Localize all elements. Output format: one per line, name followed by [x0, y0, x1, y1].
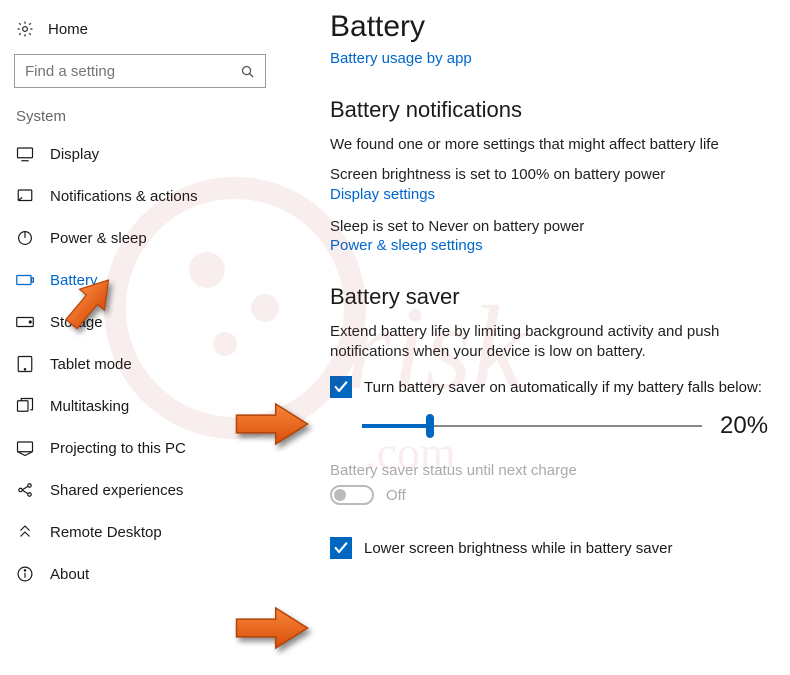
- power-sleep-settings-link[interactable]: Power & sleep settings: [330, 237, 483, 254]
- lower-brightness-checkbox-row[interactable]: Lower screen brightness while in battery…: [330, 537, 770, 559]
- sidebar-item-label: Battery: [50, 272, 98, 289]
- sidebar-item-battery[interactable]: Battery: [10, 259, 272, 301]
- sidebar-item-label: Projecting to this PC: [50, 440, 186, 457]
- notifications-icon: [16, 187, 34, 205]
- sidebar-item-label: Multitasking: [50, 398, 129, 415]
- section-battery-notifications: Battery notifications: [330, 97, 770, 123]
- shared-icon: [16, 481, 34, 499]
- projecting-icon: [16, 439, 34, 457]
- sidebar-item-storage[interactable]: Storage: [10, 301, 272, 343]
- sidebar-item-label: Remote Desktop: [50, 524, 162, 541]
- sidebar-item-about[interactable]: About: [10, 553, 272, 595]
- sidebar-item-label: Tablet mode: [50, 356, 132, 373]
- search-box[interactable]: [14, 54, 266, 88]
- sidebar-item-label: About: [50, 566, 89, 583]
- remote-icon: [16, 523, 34, 541]
- tablet-icon: [16, 355, 34, 373]
- lower-brightness-label: Lower screen brightness while in battery…: [364, 540, 672, 557]
- lower-brightness-checkbox[interactable]: [330, 537, 352, 559]
- sidebar-item-multitasking[interactable]: Multitasking: [10, 385, 272, 427]
- auto-saver-label: Turn battery saver on automatically if m…: [364, 379, 762, 396]
- search-input[interactable]: [25, 63, 239, 80]
- sidebar-item-tablet-mode[interactable]: Tablet mode: [10, 343, 272, 385]
- category-label: System: [10, 108, 272, 133]
- display-icon: [16, 145, 34, 163]
- saver-status-label: Battery saver status until next charge: [330, 462, 770, 479]
- brightness-text: Screen brightness is set to 100% on batt…: [330, 165, 770, 185]
- notification-found-text: We found one or more settings that might…: [330, 135, 770, 155]
- sidebar-item-notifications-actions[interactable]: Notifications & actions: [10, 175, 272, 217]
- sidebar-item-label: Storage: [50, 314, 103, 331]
- threshold-value: 20%: [720, 412, 768, 440]
- sidebar-item-power-sleep[interactable]: Power & sleep: [10, 217, 272, 259]
- sleep-text: Sleep is set to Never on battery power: [330, 217, 770, 237]
- sidebar: Home System Display Notifications & actio…: [0, 0, 278, 675]
- storage-icon: [16, 313, 34, 331]
- battery-icon: [16, 271, 34, 289]
- saver-description: Extend battery life by limiting backgrou…: [330, 322, 770, 363]
- sidebar-item-shared-experiences[interactable]: Shared experiences: [10, 469, 272, 511]
- sidebar-item-remote-desktop[interactable]: Remote Desktop: [10, 511, 272, 553]
- saver-status-toggle: [330, 485, 374, 505]
- main-content: Battery Battery usage by app Battery not…: [278, 0, 790, 675]
- power-icon: [16, 229, 34, 247]
- about-icon: [16, 565, 34, 583]
- page-title: Battery: [330, 10, 770, 44]
- gear-icon: [16, 20, 34, 38]
- sidebar-item-label: Display: [50, 146, 99, 163]
- threshold-slider[interactable]: [362, 424, 702, 428]
- sidebar-item-label: Power & sleep: [50, 230, 147, 247]
- sidebar-item-label: Notifications & actions: [50, 188, 198, 205]
- display-settings-link[interactable]: Display settings: [330, 186, 435, 203]
- sidebar-item-projecting-to-this-pc[interactable]: Projecting to this PC: [10, 427, 272, 469]
- search-icon: [239, 63, 255, 79]
- saver-status-value: Off: [386, 487, 406, 504]
- section-battery-saver: Battery saver: [330, 284, 770, 310]
- multitasking-icon: [16, 397, 34, 415]
- sidebar-item-label: Shared experiences: [50, 482, 183, 499]
- battery-usage-link[interactable]: Battery usage by app: [330, 50, 472, 67]
- sidebar-item-display[interactable]: Display: [10, 133, 272, 175]
- auto-saver-checkbox-row[interactable]: Turn battery saver on automatically if m…: [330, 376, 770, 398]
- home-button[interactable]: Home: [10, 16, 272, 46]
- home-label: Home: [48, 21, 88, 38]
- auto-saver-checkbox[interactable]: [330, 376, 352, 398]
